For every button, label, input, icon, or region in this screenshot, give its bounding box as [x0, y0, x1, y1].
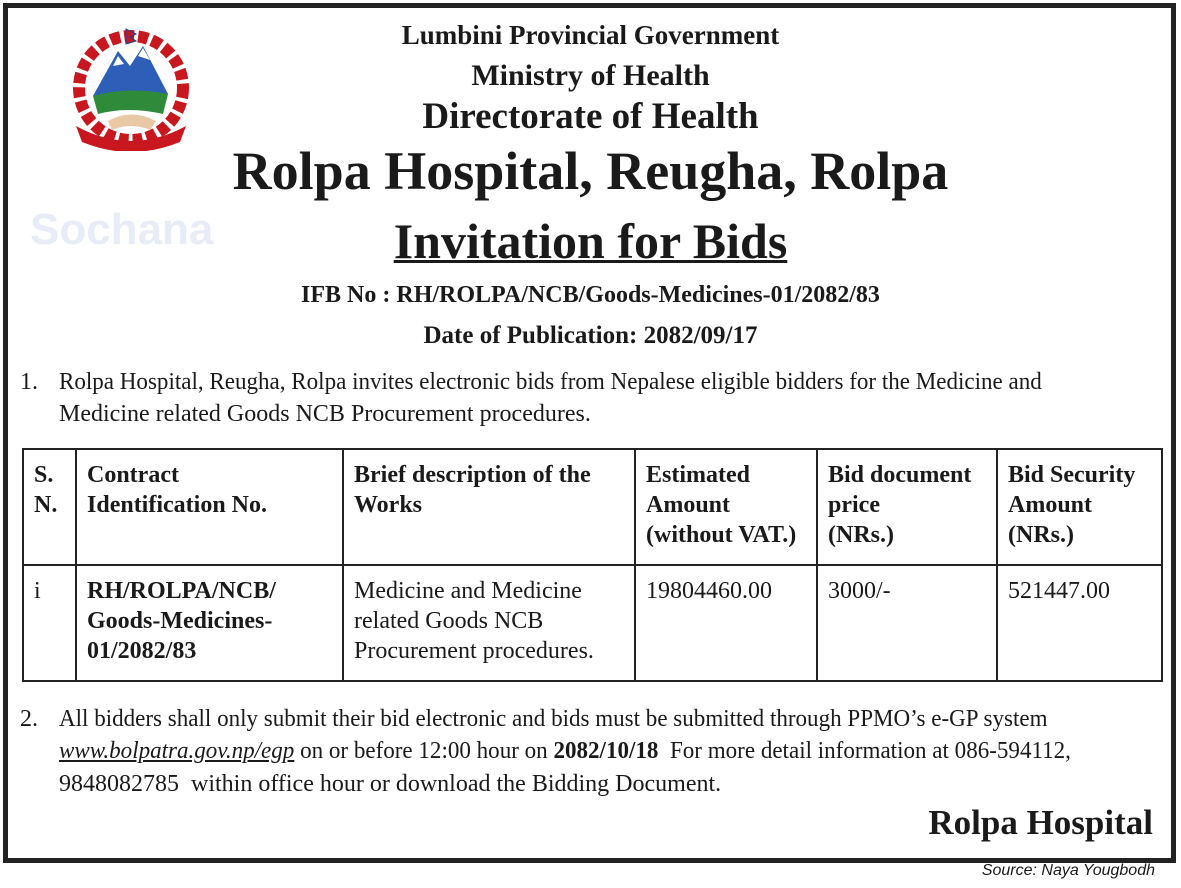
cell-description: Medicine and Medicine related Goods NCB Pr…: [342, 564, 636, 682]
header-bid-document-price: Bid document price (NRs.): [816, 448, 998, 566]
hospital-name: Rolpa Hospital, Reugha, Rolpa: [232, 141, 949, 201]
cell-bid-security: 521447.00: [996, 564, 1163, 682]
para2-number: 2.: [20, 706, 38, 732]
header-description: Brief description of the Works: [342, 448, 636, 566]
para2-line2: www.bolpatra.gov.np/egp on or before 12:…: [59, 738, 1071, 765]
ifb-number: IFB No : RH/ROLPA/NCB/Goods-Medicines-01…: [301, 282, 880, 308]
para1-line1: Rolpa Hospital, Reugha, Rolpa invites el…: [59, 369, 1042, 395]
para2-line3: 9848082785 within office hour or downloa…: [59, 771, 722, 797]
header-sn: S. N.: [22, 448, 77, 566]
cell-estimated-amount: 19804460.00: [634, 564, 818, 682]
nepal-emblem-icon: [73, 28, 189, 151]
table-row: i RH/ROLPA/NCB/Goods-Medicines- 01/2082/8…: [22, 564, 1163, 682]
cell-sn: i: [22, 564, 77, 682]
para2-contact: For more detail information at 086-59411…: [658, 738, 1071, 764]
page-title: Invitation for Bids: [393, 213, 788, 269]
cell-bid-document-price: 3000/-: [816, 564, 998, 682]
para1-number: 1.: [20, 369, 38, 395]
notice-border: [3, 3, 1176, 863]
publication-date: Date of Publication: 2082/09/17: [423, 322, 758, 349]
watermark: Sochana: [30, 205, 214, 254]
ministry-name: Ministry of Health: [471, 59, 710, 92]
para2-line1: All bidders shall only submit their bid …: [59, 706, 1048, 732]
source-credit: Source: Naya Yougbodh: [981, 862, 1155, 879]
bid-table: S. N. Contract Identification No. Brief de…: [22, 448, 1163, 682]
egp-link[interactable]: www.bolpatra.gov.np/egp: [59, 738, 295, 764]
header-contract-id: Contract Identification No.: [75, 448, 344, 566]
submission-deadline: 2082/10/18: [553, 738, 659, 764]
cell-contract-id: RH/ROLPA/NCB/Goods-Medicines- 01/2082/83: [75, 564, 344, 682]
directorate-name: Directorate of Health: [422, 96, 759, 137]
header-estimated-amount: Estimated Amount (without VAT.): [634, 448, 818, 566]
province-name: Lumbini Provincial Government: [401, 20, 780, 50]
header-bid-security: Bid Security Amount (NRs.): [996, 448, 1163, 566]
table-header-row: S. N. Contract Identification No. Brief de…: [22, 448, 1163, 566]
signature: Rolpa Hospital: [928, 803, 1153, 842]
para1-line2: Medicine related Goods NCB Procurement p…: [59, 401, 591, 427]
para2-text: on or before 12:00 hour on: [294, 738, 554, 764]
